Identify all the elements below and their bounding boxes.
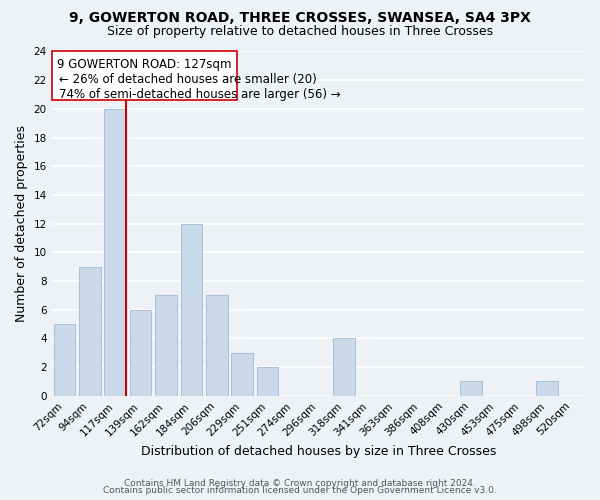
Bar xyxy=(232,353,253,396)
Text: Contains public sector information licensed under the Open Government Licence v3: Contains public sector information licen… xyxy=(103,486,497,495)
Text: ← 26% of detached houses are smaller (20): ← 26% of detached houses are smaller (20… xyxy=(59,73,316,86)
Text: 9 GOWERTON ROAD: 127sqm: 9 GOWERTON ROAD: 127sqm xyxy=(58,58,232,71)
FancyBboxPatch shape xyxy=(52,52,237,100)
Text: 74% of semi-detached houses are larger (56) →: 74% of semi-detached houses are larger (… xyxy=(59,88,340,102)
Bar xyxy=(79,266,101,396)
Text: 9, GOWERTON ROAD, THREE CROSSES, SWANSEA, SA4 3PX: 9, GOWERTON ROAD, THREE CROSSES, SWANSEA… xyxy=(69,11,531,25)
Bar xyxy=(155,296,177,396)
Bar xyxy=(53,324,75,396)
Bar xyxy=(206,296,227,396)
Bar xyxy=(104,109,126,396)
Bar xyxy=(333,338,355,396)
Bar xyxy=(460,382,482,396)
Bar xyxy=(536,382,557,396)
Text: Contains HM Land Registry data © Crown copyright and database right 2024.: Contains HM Land Registry data © Crown c… xyxy=(124,478,476,488)
Bar xyxy=(181,224,202,396)
Bar xyxy=(130,310,151,396)
Y-axis label: Number of detached properties: Number of detached properties xyxy=(15,125,28,322)
X-axis label: Distribution of detached houses by size in Three Crosses: Distribution of detached houses by size … xyxy=(140,444,496,458)
Text: Size of property relative to detached houses in Three Crosses: Size of property relative to detached ho… xyxy=(107,25,493,38)
Bar xyxy=(257,367,278,396)
